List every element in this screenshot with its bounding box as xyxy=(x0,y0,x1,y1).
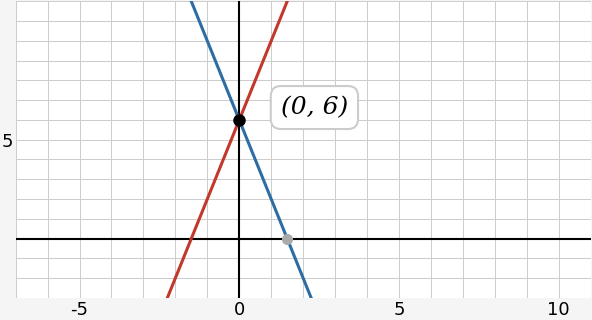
Text: (0, 6): (0, 6) xyxy=(281,96,348,119)
